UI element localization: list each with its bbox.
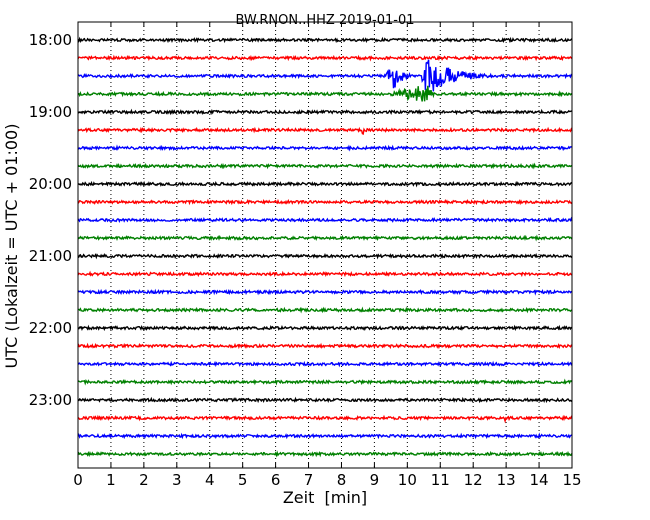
trace-1915	[77, 126, 573, 136]
trace-2000	[78, 180, 573, 188]
trace-2200	[77, 324, 573, 332]
trace-1900	[77, 108, 573, 116]
x-tick-label: 10	[398, 471, 417, 489]
x-tick-label: 1	[106, 471, 116, 489]
y-tick-label: 18:00	[29, 31, 72, 49]
trace-1830	[77, 59, 573, 92]
y-tick-label: 22:00	[29, 319, 72, 337]
trace-2315	[77, 414, 573, 424]
trace-1845	[77, 85, 573, 102]
x-tick-label: 6	[271, 471, 281, 489]
x-tick-label: 14	[530, 471, 549, 489]
trace-2045	[77, 234, 573, 242]
x-tick-label: 2	[139, 471, 149, 489]
y-axis-ticks: 18:00 19:00 20:00 21:00 22:00 23:00	[29, 31, 83, 409]
x-tick-label: 13	[497, 471, 516, 489]
trace-1930	[77, 144, 573, 152]
x-tick-label: 11	[431, 471, 450, 489]
chart-title: BW.RNON..HHZ 2019-01-01	[235, 13, 414, 28]
plot-frame	[77, 21, 573, 469]
trace-2330	[77, 432, 573, 440]
trace-2245	[77, 378, 573, 386]
seismic-traces	[77, 36, 573, 458]
x-tick-label: 5	[238, 471, 248, 489]
x-tick-label: 3	[172, 471, 182, 489]
y-tick-label: 19:00	[29, 103, 72, 121]
y-axis-label: UTC (Lokalzeit = UTC + 01:00)	[2, 124, 21, 369]
x-tick-label: 12	[464, 471, 483, 489]
trace-1945	[77, 162, 573, 170]
trace-2100	[77, 252, 573, 260]
trace-2145	[77, 306, 573, 314]
trace-2345	[77, 450, 573, 458]
x-tick-label: 0	[73, 471, 83, 489]
x-tick-label: 8	[337, 471, 347, 489]
x-tick-label: 7	[304, 471, 314, 489]
trace-2115	[77, 270, 573, 278]
x-tick-label: 9	[370, 471, 380, 489]
trace-1815	[77, 54, 573, 62]
trace-2030	[77, 216, 573, 224]
trace-2015	[77, 198, 573, 206]
trace-2215	[77, 342, 573, 350]
x-tick-label: 15	[562, 471, 581, 489]
trace-1800	[77, 36, 573, 44]
trace-2300	[77, 396, 573, 404]
y-tick-label: 23:00	[29, 391, 72, 409]
trace-2230	[77, 360, 573, 368]
x-axis-label: Zeit [min]	[283, 488, 367, 507]
y-tick-label: 20:00	[29, 175, 72, 193]
x-axis-ticks: 0 1 2 3 4 5 6 7 8 9 10 11 12 13 14 15	[73, 22, 582, 489]
y-tick-label: 21:00	[29, 247, 72, 265]
x-tick-label: 4	[205, 471, 215, 489]
trace-2130	[77, 288, 573, 296]
